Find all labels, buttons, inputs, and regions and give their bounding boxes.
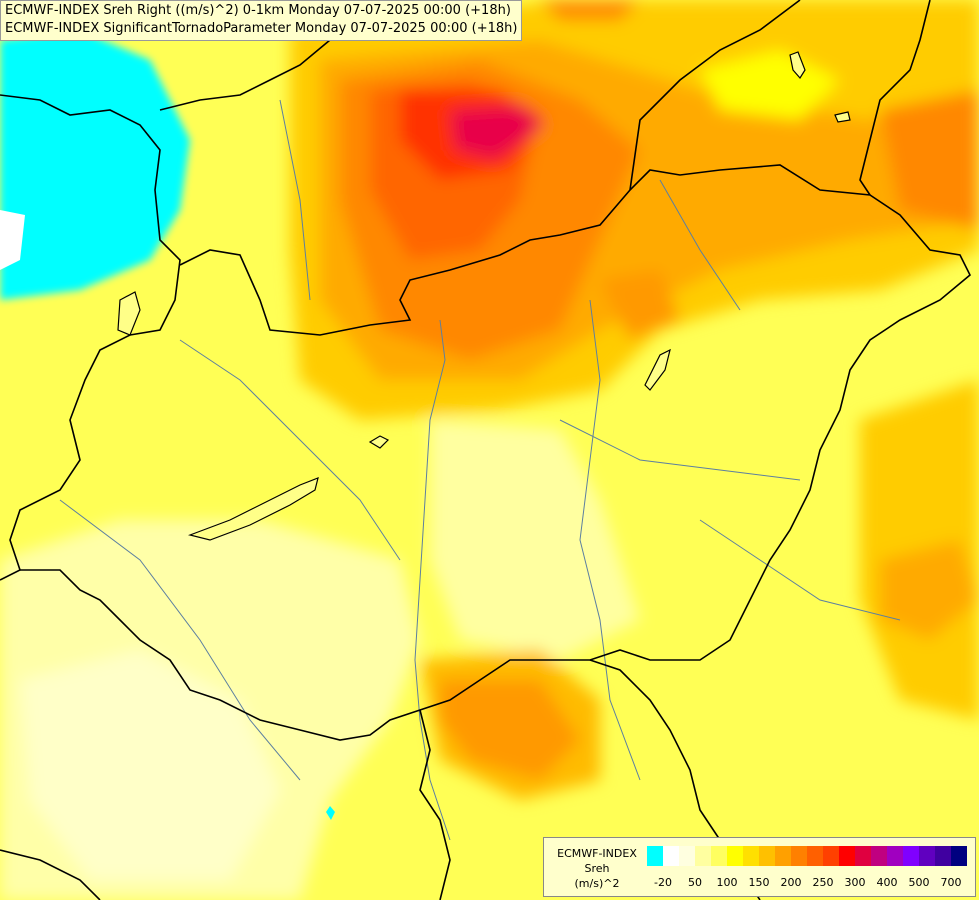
legend-swatch [823, 846, 839, 866]
legend-tick-label: -20 [654, 876, 672, 889]
legend-swatch [759, 846, 775, 866]
legend-tick-label: 300 [844, 876, 866, 889]
legend-tick-label: 250 [812, 876, 834, 889]
legend-swatch [807, 846, 823, 866]
legend-swatch [871, 846, 887, 866]
legend-tick-label: 400 [876, 876, 898, 889]
lakes [117, 51, 851, 541]
legend-swatch [663, 846, 679, 866]
legend-variable: Sreh [584, 862, 610, 875]
legend-swatch [647, 846, 663, 866]
legend-swatch [887, 846, 903, 866]
legend-source: ECMWF-INDEX [557, 847, 637, 860]
map-title-box: ECMWF-INDEX Sreh Right ((m/s)^2) 0-1km M… [0, 0, 523, 41]
negative-sreh-region [0, 30, 190, 300]
small-cyan-spot [326, 806, 335, 820]
white-patch [0, 210, 25, 270]
legend-swatch [775, 846, 791, 866]
legend-swatch [679, 846, 695, 866]
color-legend: ECMWF-INDEX Sreh (m/s)^2 -20 50 100 150 200 2… [543, 837, 976, 897]
legend-tick-label: 500 [908, 876, 930, 889]
legend-swatch [743, 846, 759, 866]
legend-tick-label: 50 [688, 876, 702, 889]
legend-swatch [727, 846, 743, 866]
legend-title: ECMWF-INDEX Sreh (m/s)^2 [548, 846, 646, 891]
title-line-sreh: ECMWF-INDEX Sreh Right ((m/s)^2) 0-1km M… [5, 3, 511, 18]
legend-swatch [791, 846, 807, 866]
title-line-stp: ECMWF-INDEX SignificantTornadoParameter … [5, 21, 518, 36]
legend-tick-label: 700 [940, 876, 962, 889]
legend-swatch [855, 846, 871, 866]
legend-tick-label: 150 [748, 876, 770, 889]
legend-tick-label: 100 [716, 876, 738, 889]
legend-swatch [839, 846, 855, 866]
legend-swatch [935, 846, 951, 866]
legend-swatch [951, 846, 967, 866]
legend-swatch [919, 846, 935, 866]
legend-swatch [695, 846, 711, 866]
rivers [59, 99, 901, 841]
legend-unit: (m/s)^2 [574, 877, 620, 890]
legend-swatch [903, 846, 919, 866]
legend-swatch [711, 846, 727, 866]
legend-tick-label: 200 [780, 876, 802, 889]
